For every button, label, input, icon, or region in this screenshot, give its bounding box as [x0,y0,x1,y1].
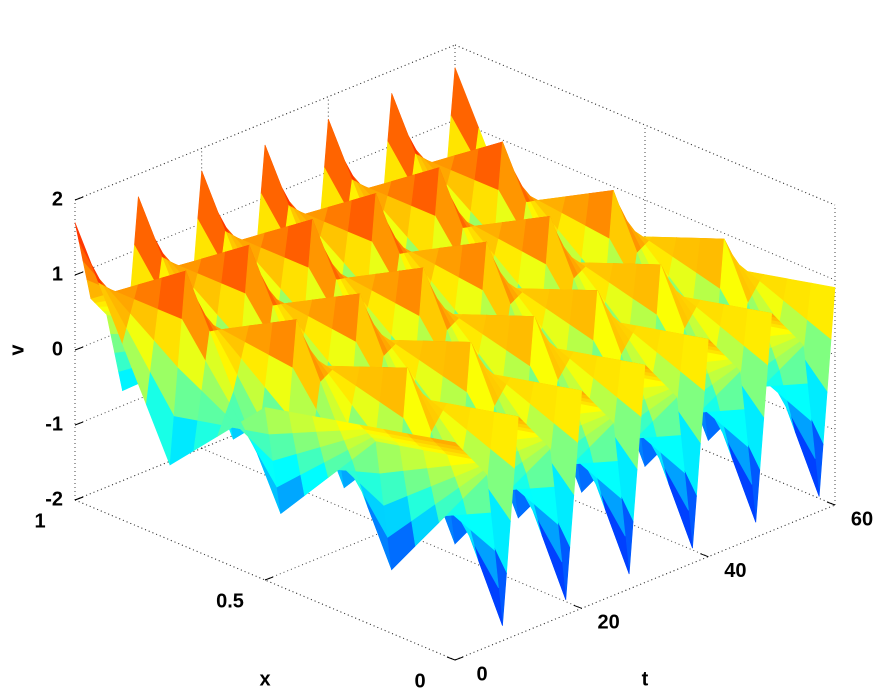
z-tick-label: -2 [45,488,63,510]
z-axis-label: v [6,344,28,356]
surface-patch [375,440,404,474]
grid-line [264,424,646,581]
surface-patch [169,416,199,466]
tick-mark [264,576,274,581]
x-tick-label: 1 [34,510,45,532]
tick-mark [74,346,84,351]
grid-line [454,119,836,281]
grid-line [74,344,456,501]
y-tick-label: 0 [476,663,487,685]
z-tick-label: -1 [45,413,63,435]
surface-patch [193,420,222,452]
tick-mark [74,421,84,426]
y-tick-label: 20 [598,612,620,634]
y-tick-label: 40 [724,560,746,582]
box-edge [454,44,836,206]
y-tick-label: 60 [851,508,873,530]
axis-line [74,499,456,661]
x-tick-label: 0 [414,670,425,692]
y-axis-label: t [642,668,649,690]
box-edge [74,44,456,201]
axis-line [454,504,836,661]
x-tick-label: 0.5 [216,590,244,612]
tick-mark [74,196,84,201]
tick-mark [573,604,582,609]
grid-line [201,447,582,609]
surface-patch [430,437,460,447]
x-axis-label: x [259,668,270,690]
tick-mark [446,656,456,661]
tick-mark [454,656,464,661]
grid-line [74,269,456,426]
z-tick-label: 0 [52,338,63,360]
z-tick-label: 2 [52,188,63,210]
tick-mark [74,271,84,276]
tick-mark [700,553,709,558]
tick-mark [826,501,836,506]
tick-mark [74,496,84,501]
z-tick-label: 1 [52,263,63,285]
